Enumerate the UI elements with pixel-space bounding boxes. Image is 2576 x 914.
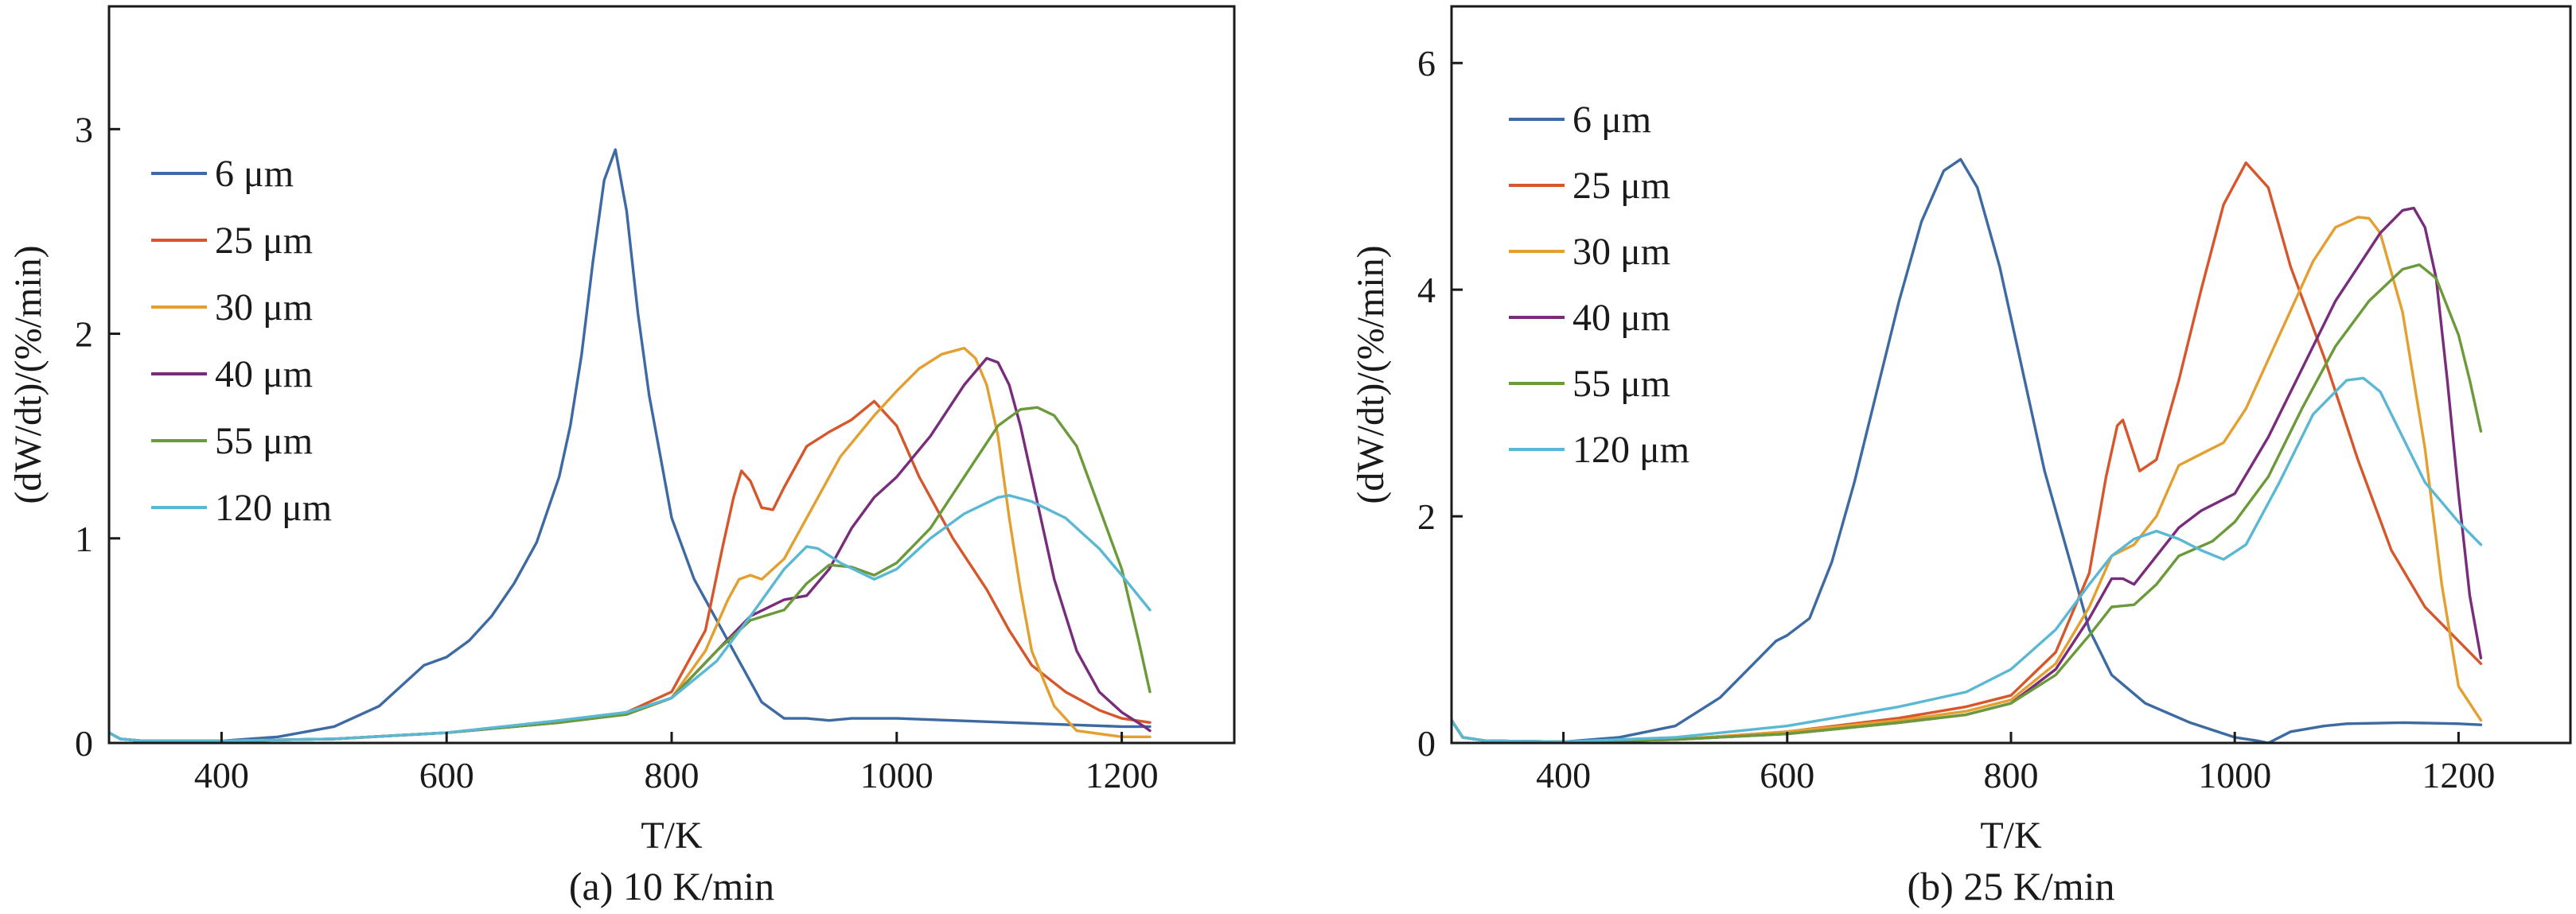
panel-a: 400 600 800 1000 1200 0 1 2 3 T/K (dW/dt)/(%/min) (…: [7, 5, 1236, 908]
x-tick-label: 800: [1984, 755, 2039, 795]
x-tick-label: 1200: [2422, 755, 2495, 795]
legend: 6 μm 25 μm 30 μm 40 μm 55 μm 120 μm: [1509, 99, 1689, 471]
x-tick-label: 400: [194, 755, 249, 795]
y-tick-label: 1: [75, 519, 93, 559]
x-tick-label: 400: [1536, 755, 1591, 795]
y-axis-label: (dW/dt)/(%/min): [7, 245, 49, 504]
y-tick-label: 2: [1417, 496, 1436, 537]
series-line-1: [1452, 158, 2483, 743]
legend-label: 120 μm: [1572, 429, 1689, 471]
legend-label: 30 μm: [1572, 231, 1670, 273]
series-line-5: [1452, 263, 2483, 743]
x-tick-label: 1000: [2198, 755, 2271, 795]
legend-label: 40 μm: [1572, 297, 1670, 339]
y-tick-label: 0: [75, 723, 93, 764]
legend-label: 30 μm: [215, 286, 313, 329]
legend-label: 6 μm: [215, 153, 294, 195]
y-tick-label: 0: [1417, 723, 1436, 764]
legend: 6 μm 25 μm 30 μm 40 μm 55 μm 120 μm: [151, 153, 332, 529]
legend-label: 6 μm: [1572, 99, 1651, 141]
series-line-1: [109, 148, 1152, 743]
panel-caption: (a) 10 K/min: [569, 864, 774, 908]
y-tick-label: 4: [1417, 270, 1436, 310]
x-tick-label: 1000: [860, 755, 933, 795]
y-tick-label: 6: [1417, 43, 1436, 84]
x-axis-label: T/K: [641, 815, 703, 857]
x-tick-label: 1200: [1085, 755, 1159, 795]
series-line-3: [109, 346, 1152, 743]
series-line-6: [109, 494, 1152, 743]
x-axis-label: T/K: [1980, 815, 2042, 857]
panel-b: 400 600 800 1000 1200 0 2 4 6 T/K (dW/dt)/(%/min) (…: [1350, 5, 2572, 908]
series-line-3: [1452, 216, 2483, 743]
series-line-6: [1452, 376, 2483, 743]
y-tick-label: 2: [75, 314, 93, 355]
legend-label: 55 μm: [215, 420, 313, 462]
series-group: [1452, 158, 2483, 743]
y-tick-label: 3: [75, 109, 93, 150]
x-tick-label: 800: [645, 755, 700, 795]
legend-label: 55 μm: [1572, 363, 1670, 405]
x-tick-label: 600: [1760, 755, 1814, 795]
legend-label: 25 μm: [1572, 165, 1670, 207]
panel-caption: (b) 25 K/min: [1907, 864, 2114, 908]
y-axis-label: (dW/dt)/(%/min): [1350, 245, 1392, 504]
legend-label: 120 μm: [215, 487, 332, 529]
series-line-4: [1452, 206, 2483, 743]
legend-label: 40 μm: [215, 353, 313, 395]
legend-label: 25 μm: [215, 220, 313, 262]
x-tick-label: 600: [419, 755, 474, 795]
